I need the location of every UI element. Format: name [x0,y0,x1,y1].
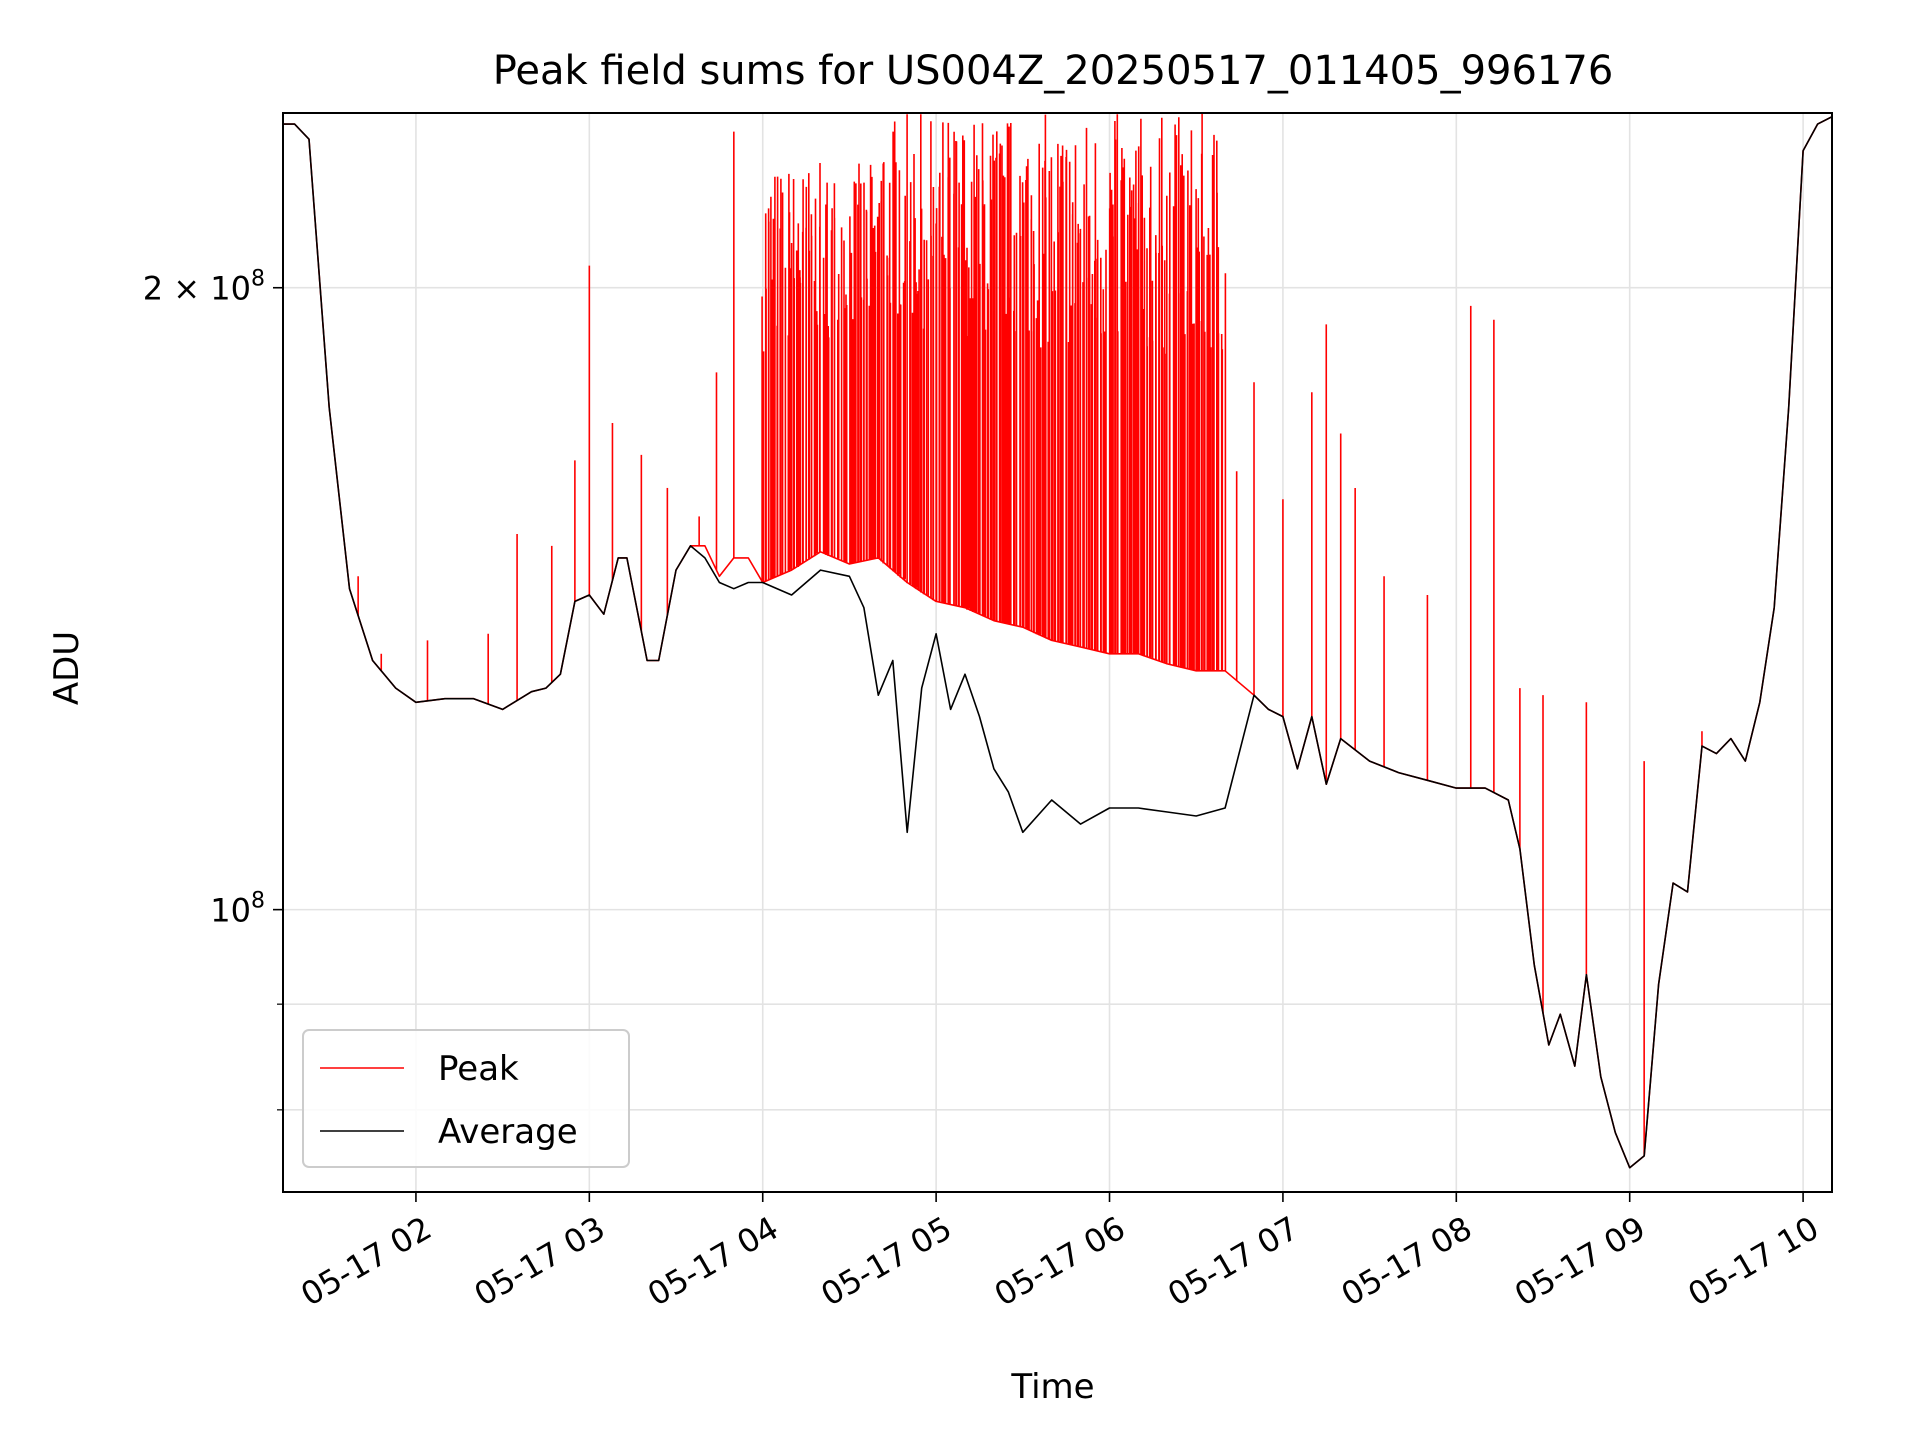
y-tick-label: 108 [210,889,265,930]
y-axis-label: ADU [47,631,87,705]
legend: Peak Average [302,1029,630,1168]
chart-title: Peak field sums for US004Z_20250517_0114… [493,48,1614,94]
legend-label-peak: Peak [438,1049,519,1089]
y-tick-label-exponent: 8 [251,267,265,292]
series-clip-group [283,114,1832,1169]
x-axis-label: Time [1010,1367,1094,1407]
legend-box [302,1029,630,1168]
y-tick-label-base: 10 [210,892,251,930]
y-tick-label: 2 × 108 [143,267,265,308]
plot-frame [282,112,1833,1193]
series-spike-band-peak [876,114,1227,671]
y-tick-label-base: 2 × 10 [143,270,251,308]
legend-label-average: Average [438,1112,578,1152]
series-layer [283,114,1832,1169]
series-spike-band-peak [761,163,880,583]
y-tick-label-exponent: 8 [251,889,265,914]
series-line-average [283,115,1832,1169]
